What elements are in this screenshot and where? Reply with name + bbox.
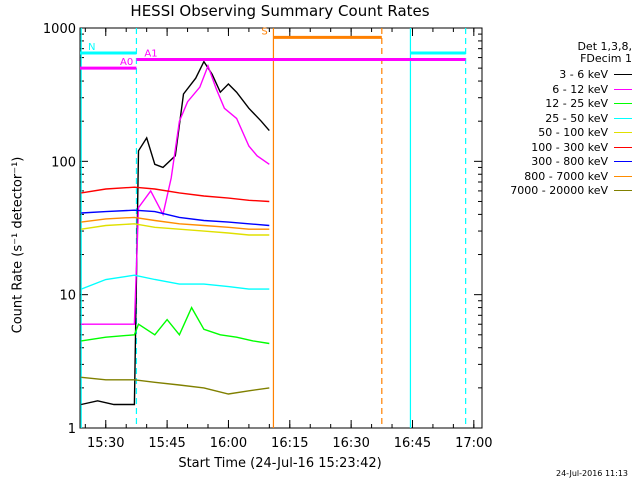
legend-item-label: 3 - 6 keV [559, 68, 608, 81]
generation-timestamp: 24-Jul-2016 11:13 [555, 469, 628, 478]
x-tick-label: 17:00 [455, 436, 492, 451]
series-line-6 [81, 186, 270, 203]
series-line-5 [81, 223, 270, 236]
legend-item-label: 800 - 7000 keV [524, 169, 608, 183]
legend-item-label: 7000 - 20000 keV [510, 184, 608, 197]
legend-swatch [614, 146, 632, 148]
legend-item: 50 - 100 keV [482, 126, 632, 139]
x-tick-label: 15:45 [148, 436, 185, 451]
mode-bar-label: S [261, 26, 267, 37]
mode-bar-label: A0 [120, 57, 133, 68]
legend-swatch [614, 88, 632, 90]
plot-frame [79, 27, 483, 429]
x-tick-label: 15:30 [87, 436, 124, 451]
series-line-3 [81, 306, 270, 345]
y-tick-label: 10 [59, 289, 76, 304]
legend-item-label: 25 - 50 keV [545, 111, 608, 125]
series-line-2 [81, 63, 270, 325]
chart-title: HESSI Observing Summary Count Rates [130, 2, 430, 20]
legend-header-line-2: FDecim 1 [580, 52, 632, 65]
legend-item-label: 300 - 800 keV [531, 155, 608, 168]
legend-header-line-1: Det 1,3,8, [577, 40, 632, 53]
legend-item: 12 - 25 keV [482, 97, 632, 110]
x-axis-label: Start Time (24-Jul-16 15:23:42) [178, 456, 382, 471]
legend-item-label: 50 - 100 keV [538, 126, 608, 139]
y-tick-label: 1000 [43, 22, 76, 37]
series-line-8 [81, 216, 270, 230]
x-tick-label: 16:15 [271, 436, 308, 451]
legend-swatch [614, 132, 632, 133]
y-tick-label: 100 [51, 155, 76, 170]
legend-swatch [614, 74, 632, 75]
legend-swatch [614, 161, 632, 162]
series-line-4 [80, 274, 270, 290]
legend-item: 800 - 7000 keV [482, 170, 632, 183]
legend-item: 100 - 300 keV [482, 141, 632, 154]
legend-item: 7000 - 20000 keV [482, 184, 632, 197]
series-line-1 [81, 60, 270, 406]
x-tick-label: 16:45 [394, 436, 431, 451]
legend-item-label: 6 - 12 keV [552, 82, 608, 96]
legend-item-label: 100 - 300 keV [531, 140, 608, 154]
legend-swatch [614, 190, 632, 191]
series-line-7 [81, 209, 270, 227]
legend-swatch [614, 103, 632, 104]
y-axis-label: Count Rate (s⁻¹ detector⁻¹) [10, 156, 26, 334]
legend-item: 300 - 800 keV [482, 155, 632, 168]
legend-item: 25 - 50 keV [482, 112, 632, 125]
legend-swatch [614, 117, 632, 119]
x-tick-label: 16:30 [332, 436, 369, 451]
mode-bar-label: N [88, 42, 95, 53]
series-line-9 [81, 376, 270, 395]
legend-item: 6 - 12 keV [482, 83, 632, 96]
legend-item: 3 - 6 keV [482, 68, 632, 81]
legend-swatch [614, 175, 632, 177]
mode-bar-label: A1 [144, 49, 157, 60]
legend-item-label: 12 - 25 keV [545, 97, 608, 110]
x-tick-label: 16:00 [210, 436, 247, 451]
y-tick-label: 1 [68, 422, 76, 437]
